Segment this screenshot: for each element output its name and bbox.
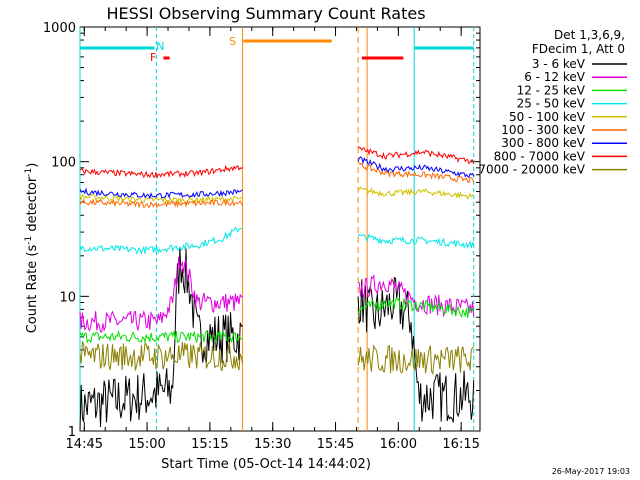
legend-label: 12 - 25 keV	[517, 83, 586, 97]
series-line-6-seg1	[79, 198, 243, 209]
y-tick-label: 1	[68, 425, 76, 440]
x-tick-label: 15:45	[317, 437, 354, 452]
series-line-6-seg2	[357, 161, 475, 184]
plot-area: 1 10 100 1000 14:45 15:00 15:15 15:30 15:45 16:00…	[43, 21, 627, 452]
series-line-5-seg2	[357, 186, 475, 201]
series-line-7-seg2	[357, 156, 475, 179]
series-line-7-seg1	[79, 187, 243, 200]
y-label-part-1: Count Rate (s	[25, 245, 40, 334]
legend-label: 6 - 12 keV	[524, 70, 586, 84]
series-line-5-seg1	[79, 193, 243, 205]
x-tick-label: 14:45	[66, 437, 103, 452]
series-line-2-seg1	[79, 256, 243, 333]
chart-title: HESSI Observing Summary Count Rates	[106, 4, 425, 23]
marker-s: S	[229, 35, 236, 48]
y-tick-label: 10	[59, 290, 76, 305]
legend-label: 300 - 800 keV	[501, 136, 585, 150]
x-tick-label: 16:00	[380, 437, 417, 452]
legend-label: 3 - 6 keV	[532, 57, 586, 71]
series-line-8-seg2	[357, 145, 475, 165]
series-line-8-seg1	[79, 164, 244, 180]
x-axis-label: Start Time (05-Oct-14 14:44:02)	[161, 457, 371, 472]
series-line-1-seg1	[79, 246, 243, 432]
legend-label: 50 - 100 keV	[509, 110, 586, 124]
y-label-sup-1: -1	[24, 236, 34, 245]
marker-f: F	[150, 51, 156, 64]
y-tick-label: 100	[51, 156, 76, 171]
y-tick-label: 1000	[43, 21, 76, 36]
series-line-4-seg1	[79, 226, 243, 255]
y-label-part-2: detector	[25, 176, 40, 236]
legend-label: 25 - 50 keV	[517, 97, 586, 111]
plot-frame	[79, 26, 481, 432]
y-label-part-3: )	[25, 163, 40, 168]
series-line-9-seg1	[79, 340, 244, 372]
marker-n: N	[156, 40, 164, 53]
legend-label: 100 - 300 keV	[501, 123, 585, 137]
series-line-3-seg1	[79, 329, 243, 344]
x-tick-label: 15:15	[191, 437, 228, 452]
series-line-4-seg2	[357, 233, 475, 250]
legend-label: 800 - 7000 keV	[494, 149, 586, 163]
footer-timestamp: 26-May-2017 19:03	[552, 467, 630, 476]
x-tick-label: 15:30	[254, 437, 291, 452]
x-tick-label: 16:15	[442, 437, 479, 452]
x-tick-label: 15:00	[128, 437, 165, 452]
legend-header-line-2: FDecim 1, Att 0	[532, 42, 625, 56]
legend-label: 7000 - 20000 keV	[478, 163, 585, 177]
y-label-sup-2: -1	[24, 168, 34, 177]
y-axis-label: Count Rate (s-1 detector-1)	[24, 163, 40, 334]
legend-header-line-1: Det 1,3,6,9,	[554, 28, 625, 42]
series-line-3-seg2	[357, 296, 474, 318]
series-line-9-seg2	[357, 344, 475, 376]
